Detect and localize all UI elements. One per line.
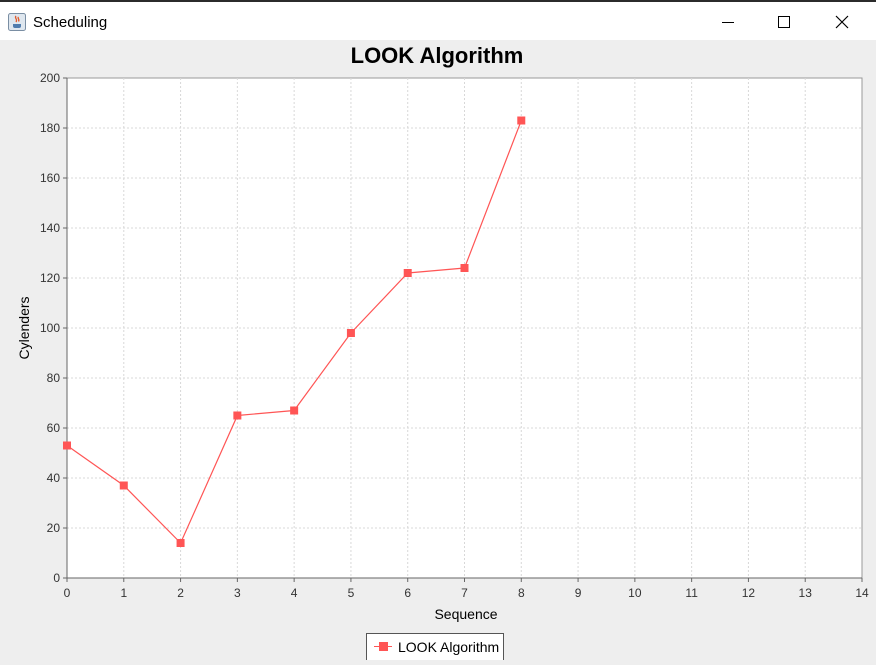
java-icon [8, 13, 26, 31]
legend-label: LOOK Algorithm [398, 639, 500, 655]
y-tick-label: 160 [40, 171, 60, 185]
y-tick-label: 80 [47, 371, 61, 385]
data-point [517, 116, 526, 125]
x-tick-label: 0 [64, 586, 71, 600]
y-tick-label: 120 [40, 271, 60, 285]
legend: LOOK Algorithm [366, 633, 504, 660]
window-title: Scheduling [33, 14, 108, 31]
y-tick-label: 20 [47, 521, 61, 535]
chart-panel: LOOK Algorithm 0 1 2 3 4 5 6 7 8 9 10 11 12 13 14 0 20 40… [0, 40, 876, 660]
minimize-icon [722, 22, 734, 23]
x-tick-label: 9 [575, 586, 582, 600]
maximize-button[interactable] [756, 4, 812, 40]
y-tick-label: 40 [47, 471, 61, 485]
x-tick-label: 5 [348, 586, 355, 600]
legend-marker [374, 641, 392, 653]
chart-title: LOOK Algorithm [351, 43, 524, 68]
x-tick-label: 12 [742, 586, 756, 600]
y-tick-label: 60 [47, 421, 61, 435]
close-button[interactable] [814, 4, 870, 40]
series-layer [63, 116, 526, 547]
x-tick-label: 6 [404, 586, 411, 600]
y-tick-label: 140 [40, 221, 60, 235]
x-tick-label: 2 [177, 586, 184, 600]
data-point [346, 329, 355, 337]
line-chart: LOOK Algorithm 0 1 2 3 4 5 6 7 8 9 10 11 12 13 1402040… [16, 43, 869, 622]
data-point [119, 481, 128, 490]
x-axis-label: Sequence [434, 606, 497, 622]
data-point [290, 406, 299, 415]
x-tick-label: 13 [799, 586, 813, 600]
y-axis-label: Cylenders [16, 296, 32, 359]
data-point [63, 441, 71, 450]
y-tick-label: 100 [40, 321, 60, 335]
x-tick-label: 1 [120, 586, 127, 600]
data-point [403, 269, 412, 277]
data-point [233, 411, 242, 420]
x-tick-label: 3 [234, 586, 241, 600]
x-tick-label: 14 [855, 586, 869, 600]
x-tick-label: 8 [518, 586, 525, 600]
x-tick-label: 4 [291, 586, 298, 600]
window-titlebar: Scheduling [0, 0, 876, 40]
x-tick-label: 11 [685, 586, 698, 600]
x-tick-label: 10 [628, 586, 642, 600]
axes: 0 1 2 3 4 5 6 7 8 9 10 11 12 13 1402040608010012014016… [40, 71, 869, 600]
x-tick-label: 7 [461, 586, 468, 600]
y-tick-label: 180 [40, 121, 60, 135]
close-icon [835, 15, 849, 29]
y-tick-label: 200 [40, 71, 60, 85]
minimize-button[interactable] [700, 4, 756, 40]
data-point [176, 539, 185, 547]
maximize-icon [778, 16, 790, 28]
y-tick-label: 0 [53, 571, 60, 585]
grid-lines [67, 78, 862, 578]
data-point [460, 264, 469, 272]
